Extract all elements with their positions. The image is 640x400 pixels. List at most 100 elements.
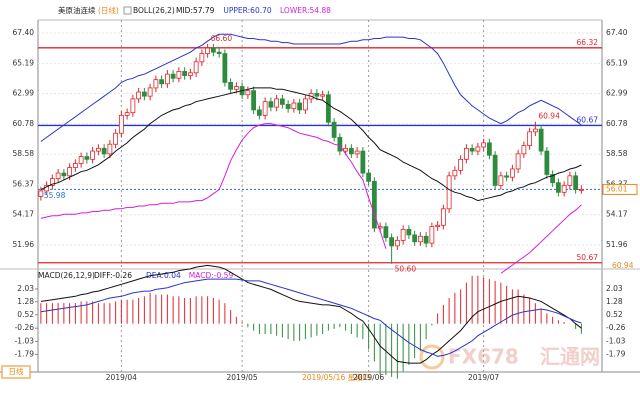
candle-body (366, 172, 372, 182)
candle-body (274, 98, 280, 108)
candle-body (302, 98, 308, 111)
candle-body (182, 71, 188, 76)
candle-body (331, 121, 337, 138)
candle-body (383, 226, 389, 239)
level-label: 50.67 (577, 253, 599, 262)
watermark-cn: 汇通网 (540, 345, 600, 369)
price-annotation: 66.60 (211, 34, 233, 43)
candle-body (90, 150, 96, 160)
candle-body (176, 71, 182, 79)
candle-body (262, 101, 268, 116)
candle-body (423, 235, 429, 244)
candle-body (406, 229, 412, 236)
macd-tick-label-right: -1.03 (606, 336, 626, 345)
candle-body (550, 174, 556, 184)
indicator-value: MID:57.79 (176, 6, 215, 15)
candle-body (371, 180, 377, 229)
last-price-box (602, 183, 638, 195)
macd-tick-label: 2.03 (17, 284, 34, 293)
candle-body (515, 153, 521, 170)
macd-tick-label: 0.52 (17, 310, 34, 319)
candle-body (124, 112, 130, 116)
candle-body (521, 145, 527, 155)
macd-tick-label: -1.03 (15, 336, 35, 345)
y-tick-label-right: 51.96 (606, 240, 628, 249)
candle-body (354, 150, 360, 155)
candle-body (538, 128, 544, 152)
period: (日线) (98, 5, 119, 15)
candle-body (285, 103, 291, 109)
candle-body (509, 168, 515, 178)
candle-body (429, 226, 435, 244)
price-annotation: 55.98 (44, 191, 66, 200)
x-tick-label: 2019/07 (468, 373, 499, 382)
level-label: 60.67 (577, 115, 599, 124)
candle-body (343, 147, 349, 152)
candle-body (504, 175, 510, 178)
candle-body (440, 208, 446, 226)
price-annotation: 50.60 (395, 265, 417, 274)
candle-body (320, 94, 326, 97)
candle-body (544, 150, 550, 175)
candle-body (498, 175, 504, 186)
candle-body (49, 178, 55, 186)
y-tick-label: 56.37 (13, 179, 35, 188)
candle-body (337, 136, 343, 152)
price-annotation: 60.94 (538, 112, 560, 121)
candle-body (159, 79, 165, 85)
macd-tick-label: -1.79 (15, 349, 35, 358)
candle-body (297, 102, 303, 111)
candle-body (532, 128, 538, 133)
candle-body (107, 143, 113, 155)
candle-body (578, 189, 584, 191)
macd-indicator-value: MACD:-0.59 (189, 271, 234, 280)
candle-body (170, 73, 176, 79)
macd-tick-label-right: 0.52 (606, 310, 623, 319)
candle-body (101, 147, 107, 155)
indicator-value: LOWER:54.88 (280, 6, 331, 15)
candle-body (130, 98, 136, 114)
y-tick-label-right: 67.40 (606, 28, 628, 37)
candle-body (118, 114, 124, 134)
macd-corner-label: 60.94 (612, 261, 634, 270)
candle-body (136, 91, 142, 100)
candle-body (84, 156, 90, 160)
candle-body (469, 147, 475, 152)
candle-body (555, 182, 561, 193)
indicator-value: UPPER:60.70 (223, 6, 271, 15)
indicator: BOLL(26,2) (133, 6, 175, 15)
candle-body (360, 150, 366, 174)
candle-body (492, 154, 498, 186)
y-tick-label-right: 65.19 (606, 58, 628, 67)
candle-body (463, 147, 469, 160)
candle-body (486, 142, 492, 156)
candle-body (205, 47, 211, 54)
candle-body (417, 235, 423, 243)
candle-body (228, 82, 234, 90)
y-tick-label-right: 54.17 (606, 210, 628, 219)
candle-body (481, 142, 487, 148)
candle-body (435, 224, 441, 228)
y-tick-label: 58.58 (13, 149, 35, 158)
candle-body (573, 175, 579, 190)
macd-tick-label: -0.26 (15, 323, 35, 332)
y-tick-label-right: 62.99 (606, 89, 628, 98)
period-button-label[interactable]: 日线 (9, 366, 24, 376)
last-price-label: 56.01 (606, 184, 628, 193)
candle-body (475, 146, 481, 152)
x-tick-label: 2019/05 (227, 373, 258, 382)
period-button[interactable] (1, 365, 31, 379)
candle-body (452, 169, 458, 177)
candle-body (348, 147, 354, 155)
candle-body (377, 226, 383, 229)
candle-body (55, 172, 61, 179)
candle-body (193, 61, 199, 74)
y-tick-label: 65.19 (13, 58, 35, 67)
candle-body (95, 147, 101, 152)
candle-body (245, 90, 251, 96)
macd-tick-label-right: -1.79 (606, 349, 626, 358)
candle-body (527, 131, 533, 147)
